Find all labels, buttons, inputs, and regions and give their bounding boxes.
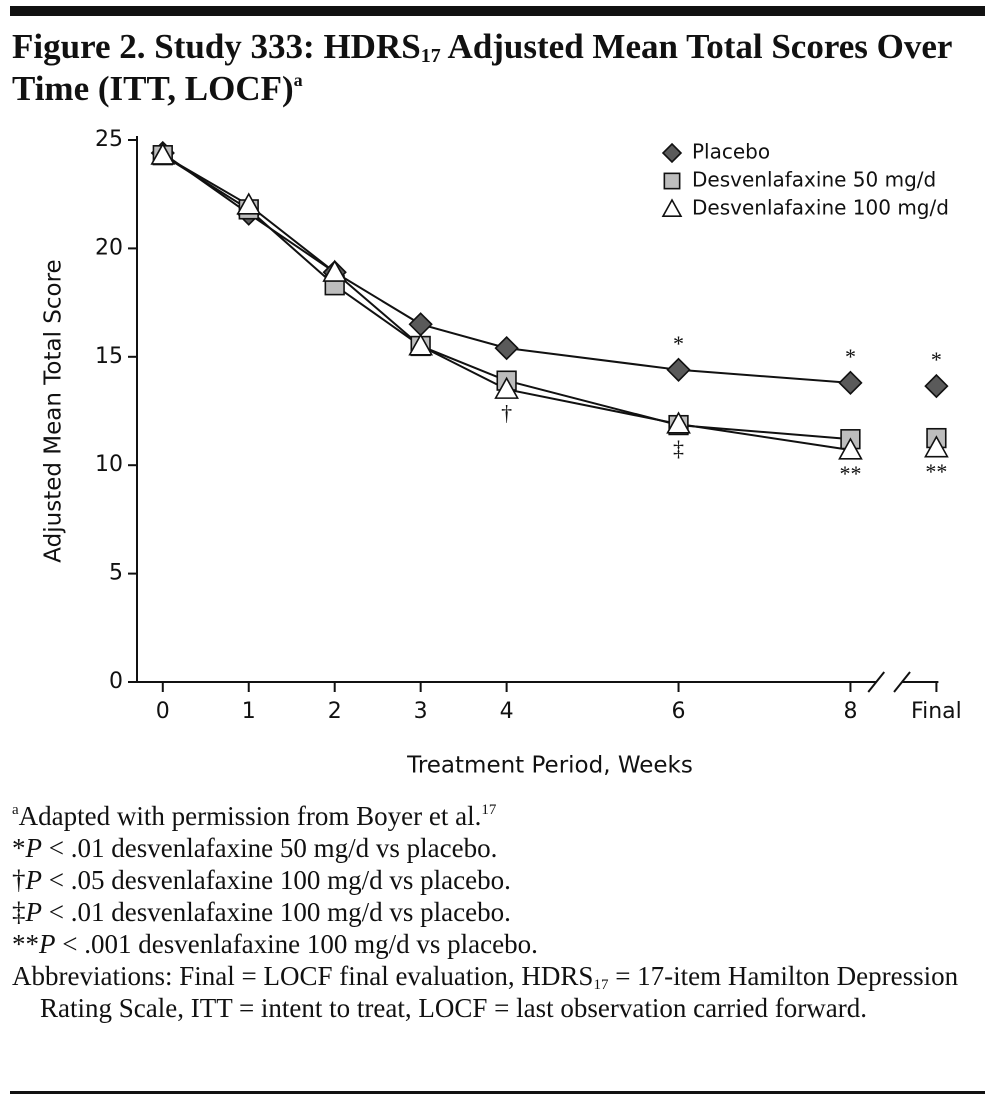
- footnote-mark: a: [12, 802, 19, 818]
- y-axis-label: Adjusted Mean Total Score: [41, 259, 67, 562]
- chart: 0 5 10 15 20 25 0 1 2 3 4 6 8 Final Treatment Period, …: [41, 127, 962, 779]
- top-rule: [10, 6, 985, 16]
- marker: [408, 312, 433, 337]
- marker: [408, 333, 434, 356]
- y-tick-label: 5: [109, 561, 123, 586]
- title-text: Time (ITT, LOCF): [12, 69, 294, 108]
- footnote-p: P: [25, 833, 43, 863]
- footnote: †P < .05 desvenlafaxine 100 mg/d vs plac…: [12, 864, 972, 896]
- y-tick-label: 10: [95, 452, 123, 477]
- footnote-subscript: 17: [593, 977, 609, 993]
- title: Figure 2. Study 333: HDRS17 Adjusted Mea…: [12, 26, 992, 110]
- legend-marker: [661, 142, 683, 164]
- y-tick-label: 25: [95, 127, 123, 152]
- annotation: *: [931, 347, 942, 372]
- footnote-p: P: [39, 929, 56, 959]
- axis-break: [893, 671, 911, 693]
- footnote-text: < .01 desvenlafaxine 50 mg/d vs placebo.: [42, 833, 498, 863]
- title-text: Adjusted Mean Total Scores Over: [440, 27, 953, 66]
- x-tick-label: 3: [414, 699, 428, 724]
- marker: [236, 192, 262, 215]
- y-tick-label: 0: [109, 669, 123, 694]
- footnote-text: < .001 desvenlafaxine 100 mg/d vs placeb…: [55, 929, 538, 959]
- marker: [924, 373, 949, 399]
- title-superscript: a: [293, 70, 303, 90]
- marker: [494, 376, 519, 399]
- x-tick-label: 6: [672, 699, 686, 724]
- annotation: †: [501, 400, 512, 425]
- marker: [322, 259, 348, 282]
- marker: [666, 411, 691, 434]
- footnote-mark: †: [12, 865, 26, 895]
- y-tick-label: 15: [95, 344, 123, 369]
- annotation: ‡: [673, 436, 684, 461]
- x-tick-label: Final: [911, 699, 962, 724]
- footnote-mark: ‡: [12, 897, 26, 927]
- x-tick-label: 4: [500, 699, 514, 724]
- title-text: Figure 2. Study 333: HDRS: [12, 27, 421, 66]
- footnotes: aAdapted with permission from Boyer et a…: [12, 800, 972, 1024]
- x-axis-label: Treatment Period, Weeks: [406, 753, 693, 779]
- footnote: **P < .001 desvenlafaxine 100 mg/d vs pl…: [12, 928, 972, 960]
- footnote-text: Abbreviations: Final = LOCF final evalua…: [12, 961, 594, 991]
- x-tick-label: 2: [328, 699, 342, 724]
- legend-label: Desvenlafaxine 100 mg/d: [692, 196, 949, 220]
- annotation: *: [845, 344, 856, 369]
- footnote-text: = 17-item Hamilton Depression Rating Sca…: [40, 961, 959, 1023]
- annotation: **: [839, 461, 861, 486]
- marker: [666, 357, 691, 382]
- marker: [494, 335, 519, 361]
- y-tick-label: 20: [95, 235, 123, 260]
- footnote: *P < .01 desvenlafaxine 50 mg/d vs place…: [12, 832, 972, 864]
- legend-label: Desvenlafaxine 50 mg/d: [692, 168, 936, 192]
- footnote: aAdapted with permission from Boyer et a…: [12, 800, 972, 832]
- annotation: *: [673, 331, 684, 356]
- legend-marker: [663, 172, 681, 190]
- footnote-mark: *: [12, 833, 26, 863]
- x-tick-label: 0: [156, 699, 170, 724]
- footnote-mark: **: [12, 929, 39, 959]
- footnote-p: P: [25, 865, 43, 895]
- x-tick-label: 8: [843, 699, 857, 724]
- legend-marker: [661, 198, 683, 217]
- footnote-text: Adapted with permission from Boyer et al…: [18, 801, 482, 831]
- x-tick-label: 1: [242, 699, 256, 724]
- annotation: **: [925, 459, 947, 484]
- footnote-ref: 17: [481, 802, 497, 818]
- axis-break: [867, 671, 886, 693]
- marker: [838, 370, 863, 395]
- footnote-text: < .05 desvenlafaxine 100 mg/d vs placebo…: [42, 865, 511, 895]
- title-subscript: 17: [420, 45, 441, 67]
- marker: [838, 437, 863, 460]
- bottom-rule: [10, 1091, 985, 1094]
- marker: [924, 435, 949, 458]
- footnote: ‡P < .01 desvenlafaxine 100 mg/d vs plac…: [12, 896, 972, 928]
- footnote-text: < .01 desvenlafaxine 100 mg/d vs placebo…: [42, 897, 511, 927]
- footnote: Abbreviations: Final = LOCF final evalua…: [12, 960, 972, 1024]
- marker: [150, 142, 176, 165]
- legend-label: Placebo: [692, 140, 770, 164]
- footnote-p: P: [25, 897, 43, 927]
